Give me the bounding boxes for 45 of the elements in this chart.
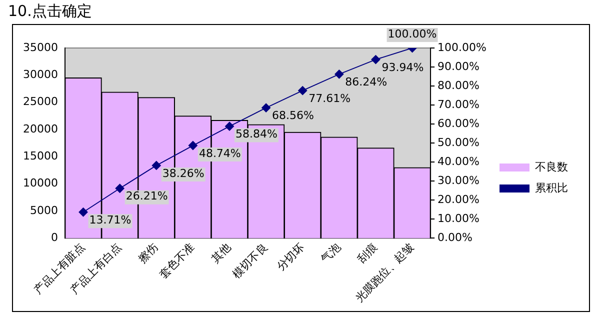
- data-label: 100.00%: [388, 27, 437, 40]
- legend-label: 不良数: [535, 160, 568, 174]
- y-tick-label: 30000: [22, 68, 58, 82]
- point: [115, 184, 124, 193]
- y-tick-label: 25000: [22, 95, 58, 108]
- point: [78, 208, 88, 217]
- data-label: 48.74%: [198, 146, 241, 160]
- data-label: 38.26%: [162, 166, 204, 180]
- data-label: 86.24%: [345, 76, 388, 89]
- y2-tick-label: 20.00%: [438, 193, 480, 206]
- x-tick-label: 气泡: [318, 240, 344, 266]
- data-label: 93.94%: [382, 60, 424, 74]
- legend-label: 累积比: [535, 181, 568, 194]
- data-label: 13.71%: [89, 214, 132, 226]
- y-tick-label: 5000: [30, 204, 58, 217]
- point: [371, 55, 380, 64]
- y-tick-label: 35000: [22, 40, 58, 54]
- data-label: 58.84%: [235, 128, 278, 141]
- y2-tick-label: 50.00%: [438, 136, 480, 149]
- point: [152, 160, 161, 170]
- x-tick-label: 刮痕: [355, 240, 380, 266]
- y-tick-label: 15000: [22, 150, 58, 163]
- y-tick-label: 0: [50, 231, 58, 244]
- y-tick-label: 20000: [22, 122, 58, 136]
- x-tick-label: 其他: [208, 240, 234, 266]
- y2-tick-label: 80.00%: [438, 78, 480, 92]
- y2-tick-label: 30.00%: [438, 174, 480, 188]
- point: [298, 86, 308, 96]
- chart-title: 10.点击确定: [8, 2, 92, 21]
- y2-tick-label: 40.00%: [438, 154, 480, 168]
- data-label: 77.61%: [308, 92, 351, 105]
- point: [334, 70, 344, 79]
- x-tick-label: 分切坏: [274, 240, 307, 274]
- point: [225, 122, 234, 131]
- data-label: 26.21%: [126, 190, 168, 203]
- point: [262, 103, 271, 112]
- y2-tick-label: 10.00%: [438, 212, 480, 226]
- y2-tick-label: 90.00%: [438, 60, 480, 73]
- y2-tick-label: 60.00%: [438, 116, 480, 130]
- data-label: 68.56%: [272, 109, 314, 122]
- point: [188, 141, 198, 150]
- y2-tick-label: 70.00%: [438, 98, 480, 111]
- y-tick-label: 10000: [22, 176, 58, 190]
- y2-tick-label: 100.00%: [438, 40, 487, 54]
- y2-tick-label: 0.00%: [438, 231, 473, 244]
